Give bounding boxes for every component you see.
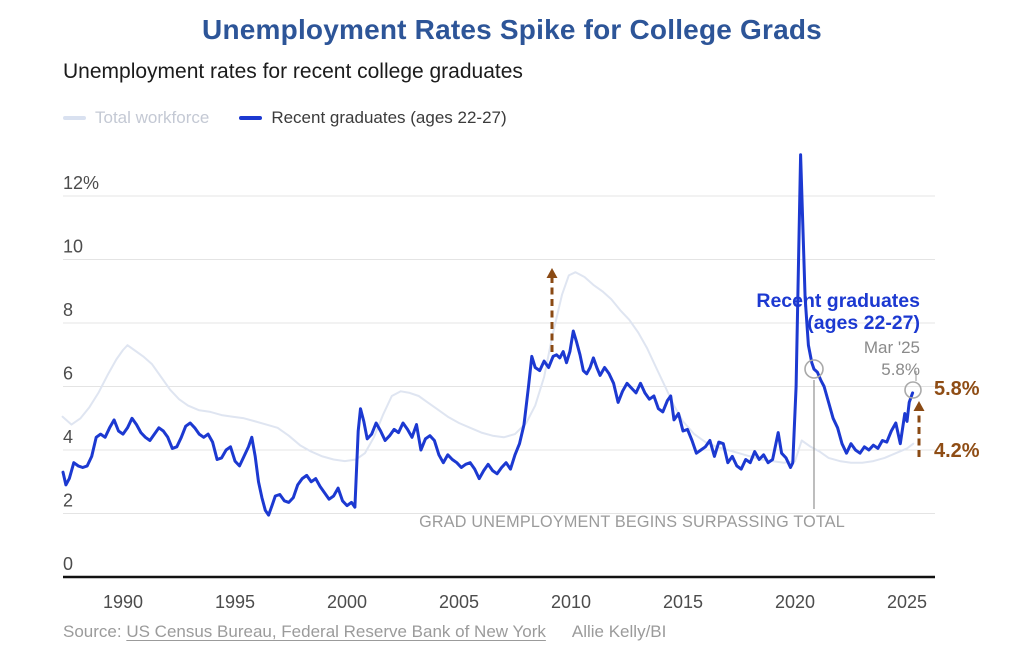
y-tick-label: 8: [63, 300, 73, 320]
x-tick-label: 2020: [775, 592, 815, 612]
total-workforce-line-swatch: [63, 116, 86, 120]
x-tick-label: 1995: [215, 592, 255, 612]
legend-label: Total workforce: [95, 108, 210, 127]
legend-item-total-workforce: Total workforce: [63, 108, 209, 128]
recent-graduates-line-swatch: [239, 116, 263, 120]
total-rate-label: 4.2%: [934, 440, 980, 462]
series-callout-line2: (ages 22-27): [807, 311, 920, 334]
legend: Total workforce Recent graduates (ages 2…: [63, 108, 507, 128]
page-title: Unemployment Rates Spike for College Gra…: [202, 14, 822, 45]
source-link[interactable]: US Census Bureau, Federal Reserve Bank o…: [126, 622, 546, 641]
y-tick-label: 12%: [63, 173, 99, 193]
legend-item-recent-graduates: Recent graduates (ages 22-27): [239, 108, 507, 128]
y-tick-label: 4: [63, 427, 73, 447]
footer: Source: US Census Bureau, Federal Reserv…: [63, 622, 666, 642]
y-tick-label: 6: [63, 364, 73, 384]
recent-graduates-line: [61, 153, 915, 517]
x-tick-label: 2015: [663, 592, 703, 612]
x-tick-label: 2000: [327, 592, 367, 612]
source-line: Source: US Census Bureau, Federal Reserv…: [63, 622, 546, 642]
x-tick-label: 1990: [103, 592, 143, 612]
endpoint-circle: [904, 381, 922, 399]
x-tick-label: 2025: [887, 592, 927, 612]
source-prefix: Source:: [63, 622, 122, 641]
crossover-annotation: GRAD UNEMPLOYMENT BEGINS SURPASSING TOTA…: [419, 513, 845, 531]
grads-rate-label: 5.8%: [934, 378, 980, 400]
x-tick-label: 2005: [439, 592, 479, 612]
chart-subtitle: Unemployment rates for recent college gr…: [63, 60, 523, 83]
endpoint-annotation: Recent graduates (ages 22-27) Mar '25 5.…: [756, 290, 920, 379]
crossover-point-circle: [804, 359, 824, 379]
endpoint-value: 5.8%: [881, 359, 920, 379]
endpoint-date: Mar '25: [863, 337, 920, 357]
grads-above-total-2025-arrow-head: [913, 401, 925, 411]
legend-label: Recent graduates (ages 22-27): [271, 108, 507, 127]
y-tick-label: 10: [63, 237, 83, 257]
grads-below-total-2009-arrow-head: [546, 268, 558, 278]
series-callout-line1: Recent graduates: [756, 290, 920, 312]
x-tick-label: 2010: [551, 592, 591, 612]
y-tick-label: 0: [63, 554, 73, 574]
y-tick-label: 2: [63, 491, 73, 511]
credit: Allie Kelly/BI: [571, 622, 667, 641]
